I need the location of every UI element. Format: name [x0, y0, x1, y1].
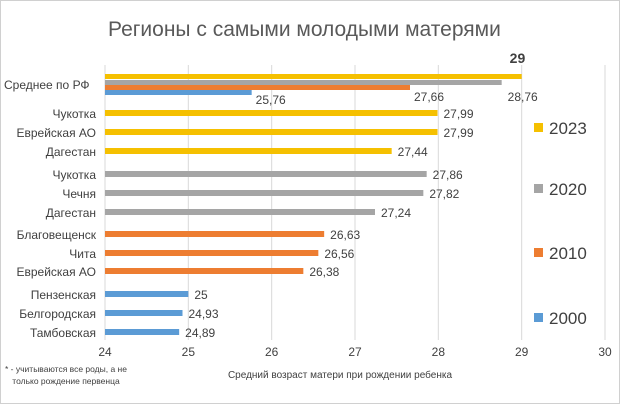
y-label: Тамбовская	[30, 326, 96, 340]
y-label-average: Среднее по РФ	[4, 78, 90, 92]
x-tick-label: 27	[348, 345, 362, 359]
data-label: 24,89	[185, 326, 215, 340]
x-tick-label: 25	[182, 345, 196, 359]
legend-swatch-2000	[534, 313, 543, 322]
data-label-average-2010: 27,66	[414, 90, 444, 104]
bar-2023	[105, 110, 438, 116]
bar-2023	[105, 148, 392, 154]
y-label: Чукотка	[53, 107, 97, 121]
data-label: 27,99	[444, 107, 474, 121]
bar-average-2023	[105, 74, 522, 79]
bar-2020	[105, 190, 424, 196]
data-label: 24,93	[189, 307, 219, 321]
legend-swatch-2010	[534, 248, 543, 257]
y-label: Чукотка	[53, 168, 97, 182]
bar-2010	[105, 250, 319, 256]
bar-2020	[105, 209, 375, 215]
data-label-average-2020: 28,76	[508, 90, 538, 104]
bar-2000	[105, 329, 180, 335]
data-label: 26,56	[324, 247, 354, 261]
y-label: Чечня	[62, 187, 96, 201]
legend-label-2000: 2000	[549, 309, 587, 328]
x-tick-label: 28	[432, 345, 446, 359]
data-label: 26,63	[330, 228, 360, 242]
data-label: 27,99	[444, 126, 474, 140]
bar-average-2010	[105, 85, 410, 90]
x-tick-label: 30	[598, 345, 612, 359]
y-label: Еврейская АО	[16, 126, 96, 140]
bar-2023	[105, 129, 438, 135]
y-label: Пензенская	[31, 288, 96, 302]
bar-2000	[105, 310, 183, 316]
y-label: Дагестан	[46, 206, 96, 220]
y-label: Дагестан	[46, 145, 96, 159]
y-label: Еврейская АО	[16, 265, 96, 279]
data-label: 27,24	[381, 206, 411, 220]
legend-label-2010: 2010	[549, 244, 587, 263]
bar-2010	[105, 268, 304, 274]
data-label: 25	[194, 288, 208, 302]
data-label: 26,38	[309, 265, 339, 279]
bar-2010	[105, 231, 325, 237]
legend-swatch-2020	[534, 184, 543, 193]
bar-2000	[105, 291, 189, 297]
chart-title: Регионы с самыми молодыми матерями	[108, 18, 501, 41]
data-label: 27,86	[433, 168, 463, 182]
legend-swatch-2023	[534, 123, 543, 132]
footnote: * - учитываются все роды, а не только ро…	[5, 364, 127, 386]
y-label: Чита	[69, 247, 96, 261]
y-label: Благовещенск	[17, 228, 97, 242]
legend-label-2020: 2020	[549, 180, 587, 199]
y-label: Белгородская	[19, 307, 96, 321]
x-tick-label: 26	[265, 345, 279, 359]
legend-label-2023: 2023	[549, 119, 587, 138]
data-label-average-2000: 25,76	[256, 93, 286, 107]
x-axis-label: Средний возраст матери при рождении ребе…	[227, 370, 453, 381]
data-label: 27,44	[398, 145, 428, 159]
bar-average-2020	[105, 80, 502, 85]
x-tick-label: 24	[98, 345, 112, 359]
data-label-average-2023: 29	[510, 50, 526, 66]
bar-average-2000	[105, 90, 252, 95]
bar-2020	[105, 171, 427, 177]
data-label: 27,82	[429, 187, 459, 201]
x-tick-label: 29	[515, 345, 529, 359]
